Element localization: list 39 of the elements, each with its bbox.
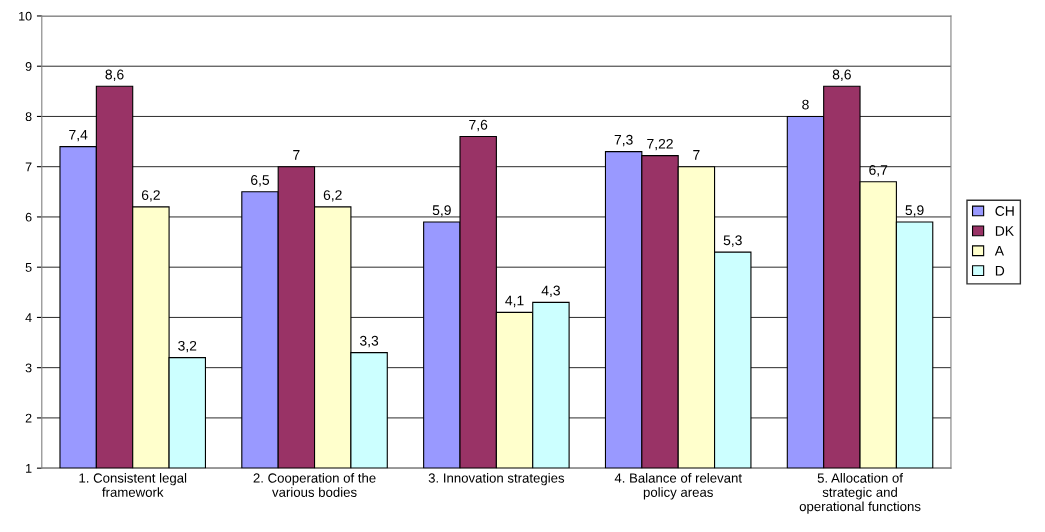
data-label: 5,9 [432,205,451,217]
data-label: 3,2 [178,340,197,353]
data-label: 3,3 [359,335,379,348]
y-tick-label: 7 [25,162,32,172]
data-label: 7 [293,150,300,160]
y-tick-label: 4 [25,313,32,322]
data-label: 7 [693,150,700,160]
x-tick-label: 4. Balance of relevant policy areas [614,473,742,500]
data-label: 8 [802,99,809,110]
data-label: 7,4 [69,129,88,142]
legend-label: CH [995,206,1014,216]
legend-label: D [995,265,1005,276]
y-tick-label: 8 [25,112,32,122]
data-label: 6,2 [323,190,342,202]
x-tick-label: 2. Cooperation of the various bodies [253,473,376,497]
legend-label: DK [995,226,1014,236]
x-tick-label: 3. Innovation strategies [428,473,565,486]
data-label: 4,1 [505,295,524,308]
y-tick-label: 2 [25,413,32,423]
data-label: 5,9 [905,205,924,217]
data-label: 7,22 [647,138,673,151]
data-label: 8,6 [105,69,124,82]
data-label: 8,6 [832,69,851,82]
data-label: 7,3 [614,134,633,147]
y-tick-label: 10 [19,11,32,21]
data-label: 6,2 [141,190,160,202]
y-tick-label: 5 [25,263,32,272]
data-label: 7,6 [469,119,488,132]
data-label: 6,5 [251,175,270,187]
data-label: 5,3 [723,235,742,247]
y-tick-label: 3 [25,363,32,373]
data-label: 4,3 [541,285,560,298]
legend-label: A [994,246,1004,256]
y-tick-label: 1 [26,464,32,473]
data-label: 6,7 [869,165,888,177]
y-tick-label: 6 [25,212,32,222]
x-tick-label: 1. Consistent legal framework [79,473,187,497]
x-tick-label: 5. Allocation of strategic and operational functions [799,473,921,514]
y-tick-label: 9 [25,62,32,71]
